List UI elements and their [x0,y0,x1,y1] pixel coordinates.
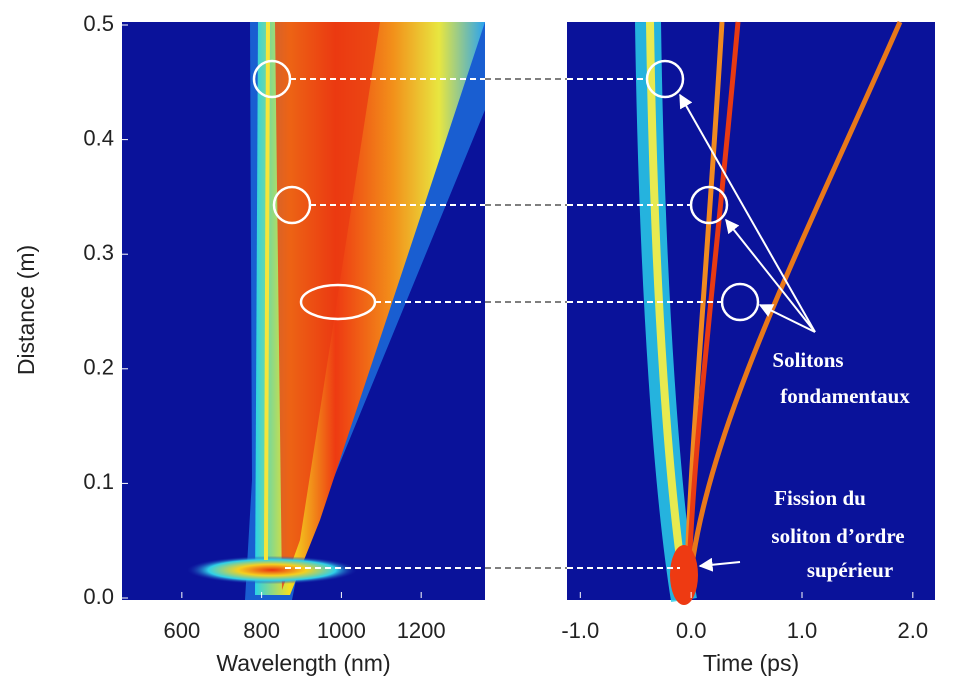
y-tick-label: 0.2 [83,355,114,380]
x-tick-label: 1.0 [787,618,818,643]
arrow [679,93,816,333]
x-tick-label: -1.0 [561,618,599,643]
x-axis-title: Wavelength (nm) [216,650,390,676]
heatmap-background [567,22,935,600]
y-tick-label: 0.3 [83,240,114,265]
y-axis-title: Distance (m) [13,245,39,375]
annotation: Solitons [772,348,843,372]
annotation: Fission du [774,486,866,510]
heatmap-region [187,556,357,584]
heatmap-region [670,545,698,605]
annotations-layer [252,59,816,572]
heatmap-region [275,22,380,590]
x-tick-label: 1000 [317,618,366,643]
y-tick-label: 0.4 [83,125,114,150]
y-tick-label: 0.5 [83,11,114,36]
annotation: fondamentaux [780,384,910,408]
marker-ellipse [645,59,685,99]
arrow [758,304,816,333]
heatmap-region [264,21,270,561]
x-tick-label: 1200 [397,618,446,643]
x-tick-label: 800 [243,618,280,643]
y-tick-label: 0.0 [83,584,114,609]
x-tick-label: 600 [163,618,200,643]
heatmap-region [685,21,741,601]
annotation: supérieur [807,558,893,582]
x-tick-label: 2.0 [898,618,929,643]
x-axis-title: Time (ps) [703,650,799,676]
heatmap-region [685,20,903,601]
panel-time [567,20,935,605]
panel-wavelength [122,21,485,600]
x-tick-label: 0.0 [676,618,707,643]
arrow [725,218,816,333]
annotation: soliton d’ordre [771,524,904,548]
arrow [698,557,741,572]
y-tick-label: 0.1 [83,469,114,494]
